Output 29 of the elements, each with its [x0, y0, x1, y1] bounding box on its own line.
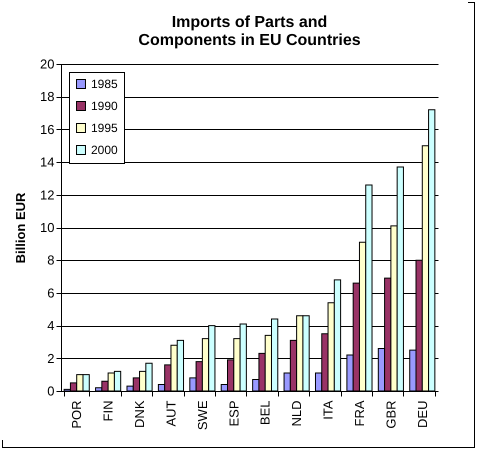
- legend-label: 2000: [91, 143, 118, 157]
- x-tick-label: FIN: [100, 400, 116, 422]
- x-tick-label: NLD: [289, 400, 304, 427]
- y-tick-label: 6: [47, 285, 54, 300]
- y-tick-label: 14: [40, 154, 54, 170]
- x-tick-label: AUT: [163, 400, 178, 426]
- x-tick-label: SWE: [194, 400, 210, 430]
- y-tick-label: 16: [40, 122, 54, 137]
- chart-title: Imports of Parts and Components in EU Countries: [138, 14, 361, 49]
- x-tick-label: DNK: [132, 400, 148, 428]
- x-tick-label: POR: [69, 400, 84, 429]
- y-tick-label: 20: [40, 56, 54, 72]
- x-tick-label: GBR: [383, 400, 398, 429]
- legend-label: 1985: [91, 77, 118, 91]
- y-tick-label: 4: [47, 318, 54, 334]
- y-tick-label: 0: [47, 384, 54, 398]
- x-tick-label: DEU: [414, 400, 430, 428]
- x-tick-label: ITA: [320, 400, 336, 420]
- y-tick-label: 18: [40, 89, 54, 104]
- y-tick-label: 10: [40, 220, 54, 235]
- y-tick-label: 2: [47, 350, 54, 366]
- legend-label: 1990: [91, 99, 118, 113]
- y-tick-label: 12: [40, 187, 54, 202]
- y-axis-title: Billion EUR: [13, 192, 28, 264]
- x-tick-label: ESP: [226, 400, 242, 427]
- y-tick-label: 8: [47, 252, 54, 268]
- legend-label: 1995: [91, 121, 118, 135]
- x-tick-label: FRA: [352, 400, 367, 426]
- x-tick-label: BEL: [258, 400, 273, 426]
